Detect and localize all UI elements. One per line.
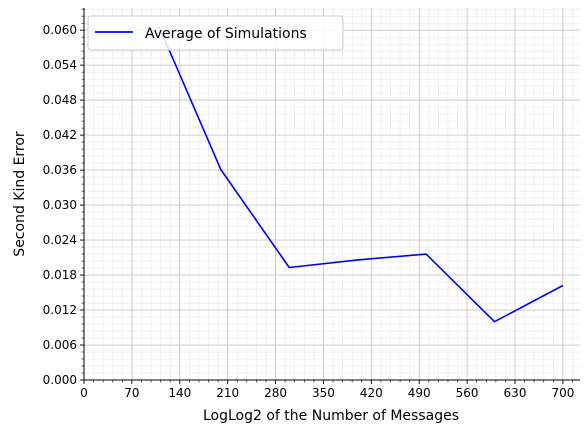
y-tick-label: 0.060 bbox=[43, 23, 77, 37]
axes-frame bbox=[83, 8, 580, 381]
y-tick-label: 0.048 bbox=[43, 93, 77, 107]
legend: Average of Simulations bbox=[87, 15, 344, 51]
x-tick-label: 560 bbox=[456, 386, 479, 400]
y-tick-label: 0.006 bbox=[43, 338, 77, 352]
y-tick-label: 0.030 bbox=[43, 198, 77, 212]
y-tick-label: 0.042 bbox=[43, 128, 77, 142]
x-tick-label: 630 bbox=[504, 386, 527, 400]
legend-box bbox=[87, 15, 344, 51]
legend-label: Average of Simulations bbox=[145, 26, 307, 42]
x-tick-label: 350 bbox=[312, 386, 335, 400]
x-tick-label: 140 bbox=[168, 386, 191, 400]
y-tick-label: 0.000 bbox=[43, 373, 77, 387]
x-tick-label: 280 bbox=[264, 386, 287, 400]
y-tick-label: 0.012 bbox=[43, 303, 77, 317]
series-line bbox=[158, 26, 564, 323]
y-tick-label: 0.018 bbox=[43, 268, 77, 282]
x-axis-title: LogLog2 of the Number of Messages bbox=[203, 408, 459, 424]
series-group bbox=[158, 26, 564, 323]
x-tick-label: 420 bbox=[360, 386, 383, 400]
y-tick-label: 0.036 bbox=[43, 163, 77, 177]
x-tick-label: 700 bbox=[551, 386, 574, 400]
x-tick-label: 490 bbox=[408, 386, 431, 400]
x-tick-label: 70 bbox=[124, 386, 139, 400]
minor-grid bbox=[84, 8, 580, 380]
y-tick-label: 0.054 bbox=[43, 58, 77, 72]
axis-ticks: 0 70 140 210 280 350 420 490 560 630 700 0.000 0.006… bbox=[43, 8, 574, 400]
y-axis-title: Second Kind Error bbox=[12, 131, 28, 257]
y-tick-label: 0.024 bbox=[43, 233, 77, 247]
x-tick-label: 210 bbox=[216, 386, 239, 400]
x-tick-label: 0 bbox=[80, 386, 88, 400]
